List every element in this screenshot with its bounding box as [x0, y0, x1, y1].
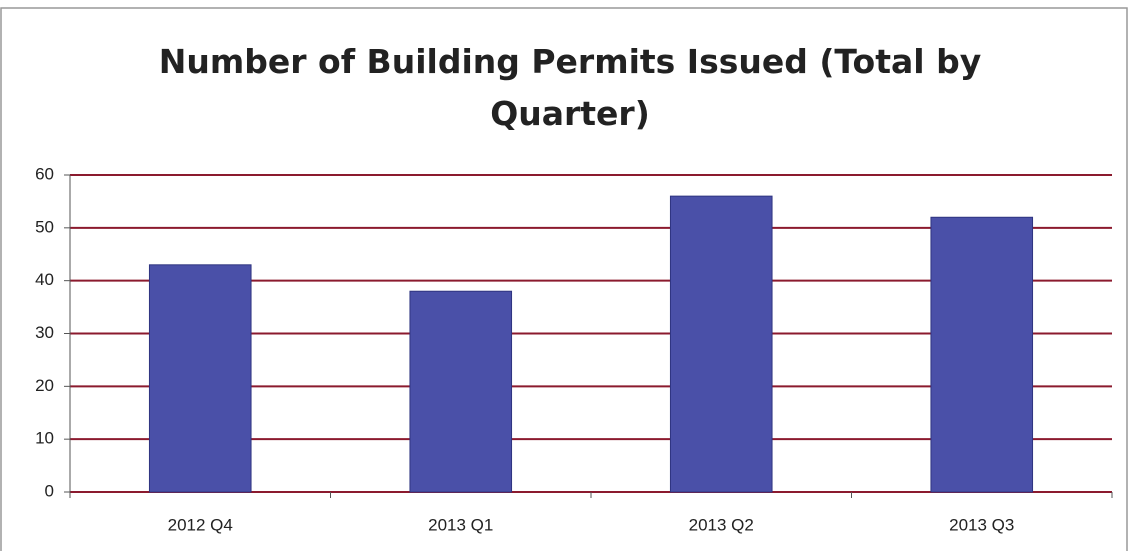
- x-tick-label: 2013 Q2: [689, 515, 754, 534]
- frame: [0, 7, 1128, 551]
- x-tick-label: 2013 Q3: [949, 515, 1014, 534]
- y-tick-label: 60: [35, 164, 54, 183]
- y-tick-label: 20: [35, 376, 54, 395]
- bar: [148, 264, 252, 493]
- chart-title: Number of Building Permits Issued (Total…: [158, 42, 982, 133]
- y-tick-label: 30: [35, 323, 54, 342]
- bar: [409, 290, 513, 493]
- bar: [669, 195, 773, 493]
- x-tick-label: 2013 Q1: [428, 515, 493, 534]
- bar: [930, 216, 1034, 493]
- y-tick-label: 0: [45, 481, 54, 500]
- y-tick-label: 10: [35, 429, 54, 448]
- x-tick-label: 2012 Q4: [168, 515, 233, 534]
- y-tick-label: 50: [35, 217, 54, 236]
- y-tick-label: 40: [35, 270, 54, 289]
